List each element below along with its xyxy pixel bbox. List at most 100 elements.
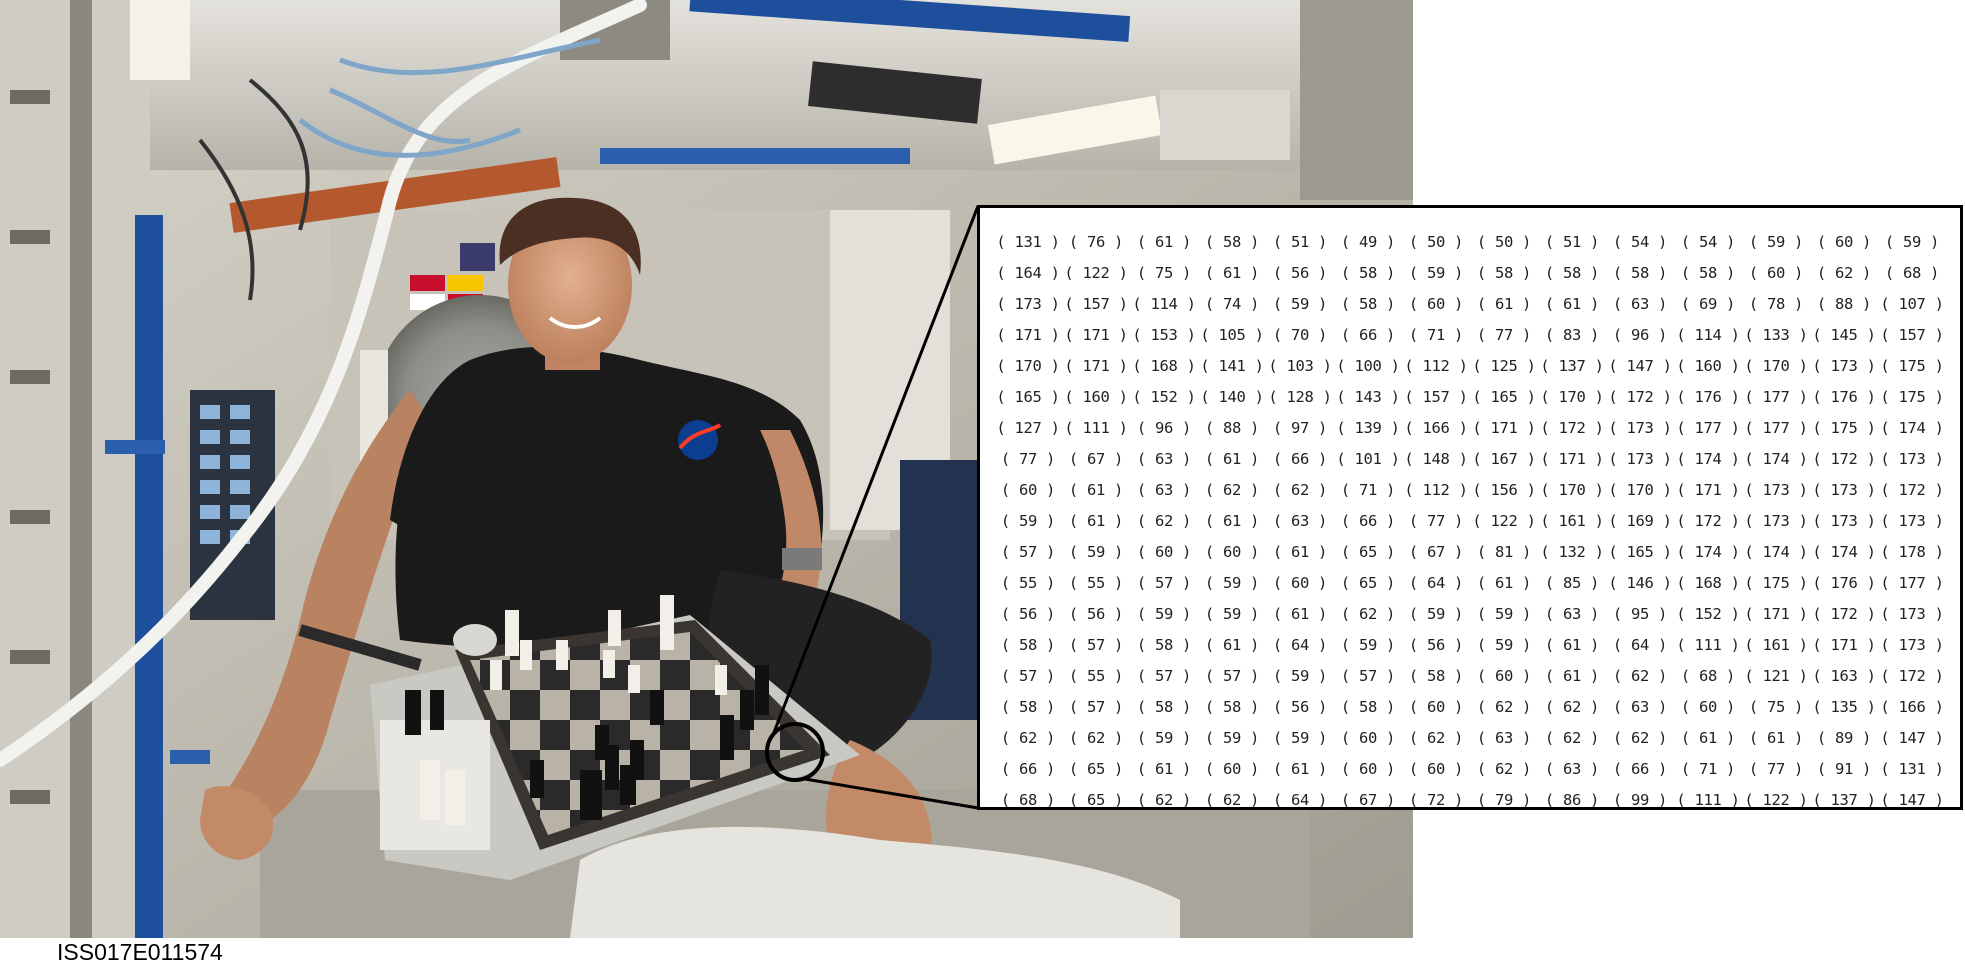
pixel-value-cell: ( 65 ) <box>1340 542 1396 561</box>
pixel-value-cell: ( 140 ) <box>1200 387 1264 406</box>
pixel-value-cell: ( 63 ) <box>1136 449 1192 468</box>
pixel-value-cell: ( 62 ) <box>1612 728 1668 747</box>
pixel-value-cell: ( 112 ) <box>1404 356 1468 375</box>
pixel-value-cell: ( 60 ) <box>1340 728 1396 747</box>
pixel-value-cell: ( 71 ) <box>1340 480 1396 499</box>
blue-rail-lower-2 <box>170 750 210 764</box>
pixel-value-cell: ( 114 ) <box>1132 294 1196 313</box>
pixel-value-cell: ( 59 ) <box>1136 604 1192 623</box>
pixel-value-cell: ( 175 ) <box>1880 356 1944 375</box>
pixel-value-cell: ( 59 ) <box>1748 232 1804 251</box>
pixel-value-cell: ( 161 ) <box>1540 511 1604 530</box>
microphone-arm <box>298 624 422 671</box>
pixel-value-cell: ( 58 ) <box>1476 263 1532 282</box>
pixel-value-cell: ( 67 ) <box>1340 790 1396 809</box>
pixel-value-cell: ( 166 ) <box>1880 697 1944 716</box>
pixel-value-cell: ( 62 ) <box>1272 480 1328 499</box>
pixel-value-cell: ( 157 ) <box>1880 325 1944 344</box>
pixel-value-cell: ( 63 ) <box>1544 759 1600 778</box>
pixel-value-cell: ( 60 ) <box>1816 232 1872 251</box>
pixel-value-cell: ( 86 ) <box>1544 790 1600 809</box>
pixel-value-cell: ( 139 ) <box>1336 418 1400 437</box>
pixel-value-cell: ( 172 ) <box>1880 666 1944 685</box>
pixel-value-cell: ( 171 ) <box>1064 356 1128 375</box>
pixel-value-cell: ( 63 ) <box>1272 511 1328 530</box>
pixel-value-cell: ( 57 ) <box>1068 635 1124 654</box>
pixel-value-cell: ( 54 ) <box>1612 232 1668 251</box>
pixel-value-cell: ( 89 ) <box>1816 728 1872 747</box>
pixel-value-cell: ( 171 ) <box>1676 480 1740 499</box>
pixel-value-cell: ( 63 ) <box>1136 480 1192 499</box>
pixel-value-cell: ( 99 ) <box>1612 790 1668 809</box>
pixel-value-cell: ( 173 ) <box>1880 635 1944 654</box>
pixel-value-cell: ( 59 ) <box>1068 542 1124 561</box>
pixel-value-cell: ( 56 ) <box>1272 263 1328 282</box>
pixel-value-cell: ( 49 ) <box>1340 232 1396 251</box>
pixel-value-cell: ( 77 ) <box>1748 759 1804 778</box>
pixel-value-cell: ( 65 ) <box>1068 759 1124 778</box>
pixel-value-cell: ( 51 ) <box>1272 232 1328 251</box>
astronaut-left-arm <box>220 390 430 820</box>
pixel-value-cell: ( 63 ) <box>1544 604 1600 623</box>
pixel-value-cell: ( 58 ) <box>1340 697 1396 716</box>
pixel-value-cell: ( 164 ) <box>996 263 1060 282</box>
pixel-value-cell: ( 165 ) <box>996 387 1060 406</box>
pixel-value-cell: ( 62 ) <box>1816 263 1872 282</box>
nasa-logo-swoosh <box>678 423 722 450</box>
pixel-value-cell: ( 122 ) <box>1472 511 1536 530</box>
pixel-value-cell: ( 147 ) <box>1880 790 1944 809</box>
left-rack-latches <box>10 90 50 804</box>
pixel-value-cell: ( 96 ) <box>1612 325 1668 344</box>
pixel-value-cell: ( 61 ) <box>1544 294 1600 313</box>
pixel-value-cell: ( 96 ) <box>1136 418 1192 437</box>
pixel-value-cell: ( 174 ) <box>1744 542 1808 561</box>
pixel-value-cell: ( 175 ) <box>1880 387 1944 406</box>
pixel-value-cell: ( 61 ) <box>1136 759 1192 778</box>
pixel-value-cell: ( 112 ) <box>1404 480 1468 499</box>
pixel-value-cell: ( 161 ) <box>1744 635 1808 654</box>
foreground-stowage-bags <box>570 826 1180 938</box>
pixel-value-cell: ( 59 ) <box>1408 263 1464 282</box>
pixel-value-cell: ( 174 ) <box>1676 449 1740 468</box>
pixel-value-cell: ( 66 ) <box>1340 325 1396 344</box>
pixel-value-cell: ( 175 ) <box>1744 573 1808 592</box>
pixel-value-cell: ( 132 ) <box>1540 542 1604 561</box>
pixel-value-cell: ( 172 ) <box>1880 480 1944 499</box>
pixel-value-cell: ( 61 ) <box>1544 666 1600 685</box>
pixel-value-cell: ( 173 ) <box>1880 449 1944 468</box>
pixel-value-cell: ( 171 ) <box>996 325 1060 344</box>
pixel-value-cell: ( 57 ) <box>1068 697 1124 716</box>
pixel-value-cell: ( 111 ) <box>1676 635 1740 654</box>
pixel-value-cell: ( 101 ) <box>1336 449 1400 468</box>
pixel-value-cell: ( 62 ) <box>1204 480 1260 499</box>
pixel-value-cell: ( 59 ) <box>1272 294 1328 313</box>
pixel-value-cell: ( 59 ) <box>1204 573 1260 592</box>
pixel-value-cell: ( 59 ) <box>1476 635 1532 654</box>
white-chess-pieces <box>420 595 727 825</box>
pixel-value-cell: ( 59 ) <box>1408 604 1464 623</box>
iss-cabin-photo <box>0 0 1413 938</box>
pixel-value-cell: ( 57 ) <box>1000 666 1056 685</box>
astronaut-smile <box>548 316 602 329</box>
pixel-value-cell: ( 88 ) <box>1816 294 1872 313</box>
pixel-value-cell: ( 59 ) <box>1204 604 1260 623</box>
pixel-value-cell: ( 68 ) <box>1884 263 1940 282</box>
pixel-value-cell: ( 61 ) <box>1136 232 1192 251</box>
pixel-value-cell: ( 60 ) <box>1136 542 1192 561</box>
pixel-value-cell: ( 135 ) <box>1812 697 1876 716</box>
pixel-value-cell: ( 67 ) <box>1408 542 1464 561</box>
pixel-value-cell: ( 71 ) <box>1408 325 1464 344</box>
pixel-value-cell: ( 168 ) <box>1132 356 1196 375</box>
pixel-value-cell: ( 61 ) <box>1204 449 1260 468</box>
pixel-value-cell: ( 57 ) <box>1340 666 1396 685</box>
right-ceiling-unit <box>1160 90 1290 160</box>
pixel-value-cell: ( 128 ) <box>1268 387 1332 406</box>
pixel-value-cell: ( 62 ) <box>1544 728 1600 747</box>
pixel-value-cell: ( 70 ) <box>1272 325 1328 344</box>
pixel-value-cell: ( 61 ) <box>1272 759 1328 778</box>
pixel-value-cell: ( 78 ) <box>1748 294 1804 313</box>
pixel-value-cell: ( 58 ) <box>1204 697 1260 716</box>
pixel-value-cell: ( 56 ) <box>1408 635 1464 654</box>
pixel-value-cell: ( 174 ) <box>1880 418 1944 437</box>
pixel-value-cell: ( 60 ) <box>1204 759 1260 778</box>
